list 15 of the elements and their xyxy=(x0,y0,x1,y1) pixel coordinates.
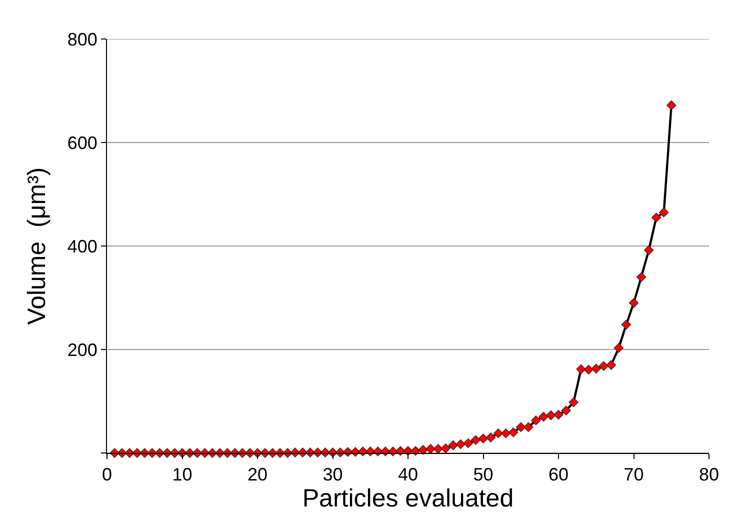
x-tick-label: 50 xyxy=(473,464,494,485)
x-tick-label: 10 xyxy=(172,464,192,485)
y-tick-label: 200 xyxy=(67,340,98,360)
x-tick-label: 70 xyxy=(624,464,644,485)
x-tick-label: 20 xyxy=(247,464,268,485)
x-tick-label: 40 xyxy=(398,464,418,485)
x-tick-label: 80 xyxy=(698,464,720,485)
y-tick-label: 400 xyxy=(67,236,98,256)
x-axis-title: Particles evaluated xyxy=(302,484,514,513)
x-tick-label: 0 xyxy=(102,464,112,485)
y-tick-label: 800 xyxy=(67,29,98,50)
y-tick-label: 600 xyxy=(67,132,98,153)
x-tick-label: 60 xyxy=(548,464,569,485)
y-axis-title: Volume (μm³) xyxy=(23,167,52,325)
x-tick-label: 30 xyxy=(322,464,343,485)
